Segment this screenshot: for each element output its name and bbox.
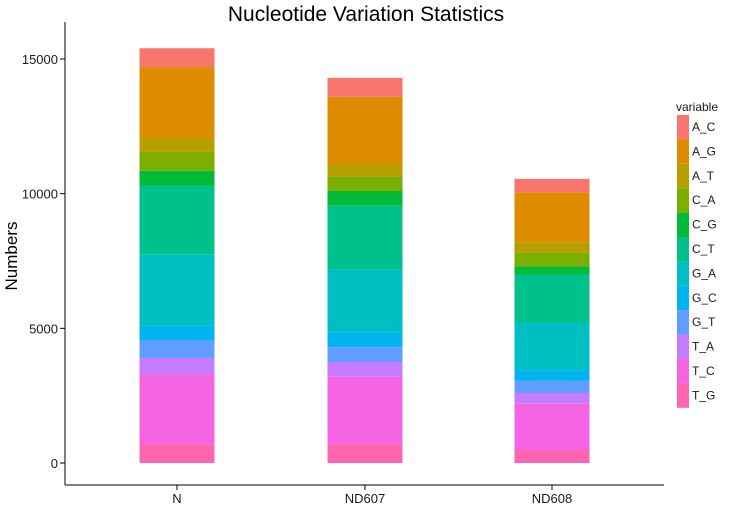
legend-item: A_T	[677, 163, 715, 189]
legend-swatch	[677, 163, 689, 189]
bar-segment-t-c	[327, 376, 403, 445]
legend-item: C_T	[677, 237, 715, 262]
bar-stack-n	[139, 48, 215, 463]
bar-segment-a-c	[139, 48, 215, 68]
legend-label: G_T	[692, 315, 716, 329]
bar-segment-g-a	[327, 269, 403, 333]
bar-segment-c-g	[514, 266, 590, 275]
legend-swatch	[677, 115, 689, 140]
bar-stack-nd608	[514, 178, 590, 463]
bar-segment-a-t	[327, 164, 403, 177]
x-tick-label: ND608	[532, 491, 572, 506]
legend-label: T_C	[692, 364, 715, 378]
legend-swatch	[677, 334, 689, 359]
bar-segment-c-t	[139, 185, 215, 255]
bar-segment-c-t	[327, 205, 403, 270]
bar-segment-t-a	[514, 392, 590, 404]
legend-swatch	[677, 261, 689, 286]
bar-segment-a-g	[327, 96, 403, 165]
legend: A_C A_G A_T C_A C_G C_T G_A G_C G_T T_A T_C T_G	[677, 115, 717, 408]
bar-segment-a-t	[514, 242, 590, 253]
bar-segment-c-g	[327, 190, 403, 206]
bar-segment-g-c	[514, 370, 590, 381]
legend-swatch	[677, 237, 689, 262]
legend-item: C_A	[677, 188, 715, 213]
bar-stack-nd607	[327, 77, 403, 463]
legend-swatch	[677, 310, 689, 335]
legend-item: G_T	[677, 310, 716, 335]
x-tick-marks	[176, 485, 553, 490]
bar-segment-c-t	[514, 274, 590, 323]
bar-segment-t-a	[327, 362, 403, 377]
legend-item: T_C	[677, 359, 715, 384]
legend-item: T_A	[677, 334, 714, 359]
legend-swatch	[677, 188, 689, 213]
y-tick-label: 10000	[22, 187, 58, 202]
legend-item: G_C	[677, 285, 717, 311]
legend-swatch	[677, 139, 689, 164]
bar-segment-g-t	[514, 380, 590, 393]
legend-swatch	[677, 383, 689, 408]
bar-segment-c-g	[139, 170, 215, 186]
bar-segment-g-a	[139, 254, 215, 326]
legend-item: A_C	[677, 115, 716, 140]
y-axis-title: Numbers	[2, 222, 21, 291]
legend-item: A_G	[677, 139, 716, 164]
legend-label: T_A	[692, 340, 714, 354]
bar-segment-g-t	[327, 347, 403, 362]
x-tick-label: ND607	[345, 491, 385, 506]
legend-label: A_T	[692, 169, 715, 183]
chart-title: Nucleotide Variation Statistics	[228, 3, 504, 26]
bar-segment-t-g	[514, 449, 590, 463]
legend-swatch	[677, 212, 689, 237]
stacked-bars	[139, 48, 590, 463]
bar-segment-a-t	[139, 138, 215, 152]
legend-label: C_G	[692, 218, 717, 232]
legend-item: G_A	[677, 261, 716, 286]
legend-item: C_G	[677, 212, 717, 237]
legend-item: T_G	[677, 383, 715, 408]
y-tick-label: 15000	[22, 52, 58, 67]
bar-segment-g-c	[139, 325, 215, 341]
legend-label: A_G	[692, 144, 716, 158]
legend-label: T_G	[692, 388, 715, 402]
bar-segment-c-a	[514, 252, 590, 267]
bar-segment-a-c	[327, 77, 403, 97]
legend-title: variable	[676, 100, 718, 114]
bar-segment-t-g	[139, 444, 215, 463]
bar-segment-t-c	[139, 374, 215, 445]
legend-label: G_C	[692, 291, 717, 305]
x-tick-label: N	[172, 491, 181, 506]
bar-segment-c-a	[327, 176, 403, 191]
bar-segment-a-c	[514, 178, 590, 193]
y-tick-marks	[60, 58, 65, 464]
legend-label: C_T	[692, 242, 715, 256]
legend-swatch	[677, 285, 689, 311]
bar-segment-t-a	[139, 357, 215, 375]
y-tick-label: 0	[51, 456, 58, 471]
bar-segment-t-g	[327, 444, 403, 463]
bar-segment-g-a	[514, 322, 590, 371]
legend-label: C_A	[692, 193, 715, 207]
y-tick-label: 5000	[29, 321, 58, 336]
legend-label: G_A	[692, 266, 716, 280]
bar-segment-g-c	[327, 332, 403, 348]
bar-segment-t-c	[514, 403, 590, 450]
bar-segment-a-g	[514, 192, 590, 243]
legend-swatch	[677, 359, 689, 384]
bar-segment-g-t	[139, 340, 215, 358]
legend-label: A_C	[692, 120, 716, 134]
x-tick-labels: N ND607 ND608	[172, 491, 572, 506]
y-tick-labels: 0 5000 10000 15000	[22, 52, 58, 471]
bar-segment-c-a	[139, 151, 215, 171]
bar-segment-a-g	[139, 67, 215, 139]
